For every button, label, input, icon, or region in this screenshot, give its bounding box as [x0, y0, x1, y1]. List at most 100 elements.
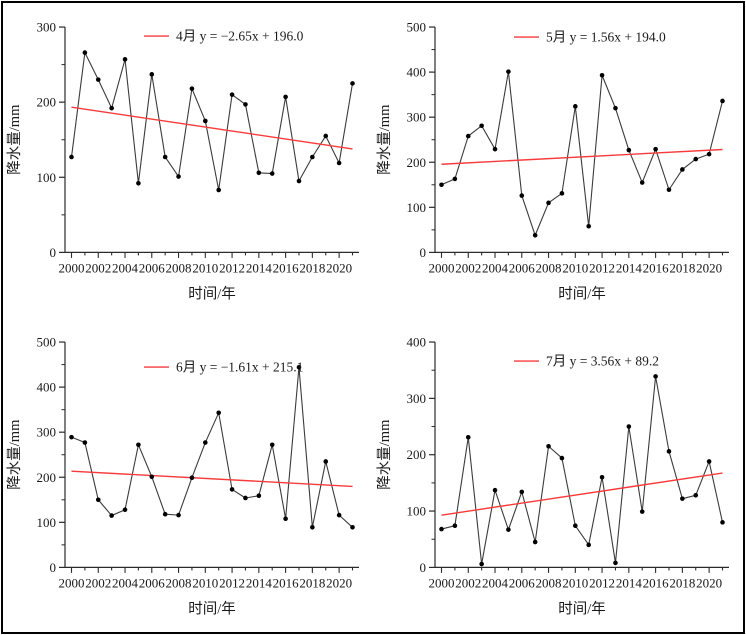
legend-label: 5月 y = 1.56x + 194.0	[546, 30, 666, 45]
y-axis-title: 降水量/mm	[376, 418, 393, 489]
x-axis-title: 时间/年	[188, 600, 235, 617]
y-tick-label: 400	[37, 379, 56, 394]
chart-panel-may: 0 100 200 300 400 500 2000 2002 2004 2006 2008 2010…	[373, 3, 743, 318]
y-axis-ticks: 0 100 200 300	[37, 20, 65, 260]
legend: 4月 y = −2.65x + 196.0	[144, 29, 304, 44]
data-series	[71, 366, 353, 528]
x-tick-label: 2014	[616, 260, 642, 275]
data-markers	[439, 69, 725, 238]
trend-line	[441, 471, 723, 516]
x-tick-label: 2008	[536, 575, 562, 590]
x-tick-label: 2006	[139, 260, 165, 275]
x-tick-label: 2016	[273, 260, 299, 275]
legend: 5月 y = 1.56x + 194.0	[514, 30, 666, 45]
chart-panel-july: 0 100 200 300 400 2000 2002 2004 2006 2008 2010 201…	[373, 318, 743, 633]
x-tick-label: 2014	[246, 575, 272, 590]
x-axis-title: 时间/年	[188, 285, 235, 302]
x-tick-label: 2008	[166, 260, 192, 275]
x-tick-label: 2002	[455, 575, 481, 590]
y-tick-label: 300	[37, 424, 56, 439]
x-tick-label: 2000	[429, 260, 455, 275]
x-tick-label: 2012	[219, 260, 245, 275]
y-axis-ticks: 0 100 200 300 400	[407, 334, 435, 574]
data-series	[441, 71, 724, 236]
y-tick-label: 300	[407, 390, 426, 405]
axes	[64, 27, 359, 253]
x-tick-label: 2002	[85, 260, 111, 275]
x-tick-label: 2014	[616, 575, 642, 590]
y-tick-label: 100	[37, 170, 56, 185]
x-tick-label: 2010	[562, 575, 588, 590]
y-tick-label: 100	[407, 200, 426, 215]
x-axis-ticks: 2000 2002 2004 2006 2008 2010 2012 2014 2016 2018…	[59, 252, 354, 275]
chart-panel-april: 0 100 200 300 2000 2002 2004 2006 2008 2010 2012 20…	[3, 3, 373, 318]
x-tick-label: 2012	[589, 260, 615, 275]
data-series	[441, 375, 724, 565]
x-tick-label: 2002	[455, 260, 481, 275]
y-axis-title: 降水量/mm	[376, 104, 393, 175]
chart-june: 0 100 200 300 400 500 2000 2002 2004 2006 2008 2010…	[6, 334, 359, 617]
trend-line	[71, 106, 353, 150]
chart-grid: 0 100 200 300 2000 2002 2004 2006 2008 2010 2012 20…	[3, 3, 743, 632]
y-tick-label: 200	[37, 469, 56, 484]
x-axis-ticks: 2000 2002 2004 2006 2008 2010 2012 2014 2016 2018…	[429, 566, 724, 590]
x-tick-label: 2016	[643, 575, 669, 590]
x-tick-label: 2014	[246, 260, 272, 275]
x-tick-label: 2004	[112, 575, 138, 590]
y-tick-label: 500	[407, 20, 426, 35]
y-tick-label: 100	[407, 503, 426, 518]
y-axis-title: 降水量/mm	[6, 104, 23, 175]
x-tick-label: 2012	[589, 575, 615, 590]
x-tick-label: 2004	[482, 575, 508, 590]
axes	[434, 27, 729, 253]
y-tick-label: 0	[50, 559, 56, 574]
axes	[64, 341, 359, 568]
y-tick-label: 400	[407, 334, 426, 349]
x-tick-label: 2000	[429, 575, 455, 590]
legend: 6月 y = −1.61x + 215.1	[144, 359, 303, 374]
x-tick-label: 2010	[192, 575, 218, 590]
y-tick-label: 100	[37, 514, 56, 529]
x-tick-label: 2004	[112, 260, 138, 275]
y-tick-label: 200	[37, 95, 56, 110]
x-tick-label: 2002	[85, 575, 111, 590]
data-markers	[69, 50, 355, 193]
legend-label: 4月 y = −2.65x + 196.0	[176, 29, 304, 44]
x-tick-label: 2008	[166, 575, 192, 590]
chart-panel-june: 0 100 200 300 400 500 2000 2002 2004 2006 2008 2010…	[3, 318, 373, 633]
x-axis-title: 时间/年	[558, 600, 605, 617]
legend-label: 6月 y = −1.61x + 215.1	[176, 359, 303, 374]
y-tick-label: 0	[420, 245, 426, 260]
data-markers	[439, 373, 725, 566]
x-tick-label: 2018	[299, 575, 325, 590]
x-tick-label: 2018	[299, 260, 325, 275]
y-tick-label: 0	[420, 559, 426, 574]
y-tick-label: 400	[407, 65, 426, 80]
legend-label: 7月 y = 3.56x + 89.2	[546, 353, 659, 368]
y-tick-label: 300	[37, 20, 56, 35]
legend: 7月 y = 3.56x + 89.2	[514, 353, 659, 368]
chart-may: 0 100 200 300 400 500 2000 2002 2004 2006 2008 2010…	[376, 20, 729, 302]
y-axis-title: 降水量/mm	[6, 418, 23, 489]
x-tick-label: 2000	[59, 260, 85, 275]
x-tick-label: 2020	[326, 575, 352, 590]
x-tick-label: 2018	[669, 575, 695, 590]
x-tick-label: 2010	[192, 260, 218, 275]
y-tick-label: 0	[50, 245, 56, 260]
x-axis-ticks: 2000 2002 2004 2006 2008 2010 2012 2014 2016 2018…	[59, 566, 354, 590]
y-tick-label: 200	[407, 155, 426, 170]
data-markers	[69, 364, 355, 530]
x-tick-label: 2016	[643, 260, 669, 275]
x-tick-label: 2006	[509, 260, 535, 275]
x-axis-title: 时间/年	[558, 285, 605, 302]
trend-line	[441, 148, 723, 165]
y-axis-ticks: 0 100 200 300 400 500	[407, 20, 435, 260]
x-tick-label: 2006	[509, 575, 535, 590]
x-axis-ticks: 2000 2002 2004 2006 2008 2010 2012 2014 2016 2018…	[429, 252, 724, 275]
x-tick-label: 2020	[696, 575, 722, 590]
x-tick-label: 2016	[273, 575, 299, 590]
x-tick-label: 2010	[562, 260, 588, 275]
